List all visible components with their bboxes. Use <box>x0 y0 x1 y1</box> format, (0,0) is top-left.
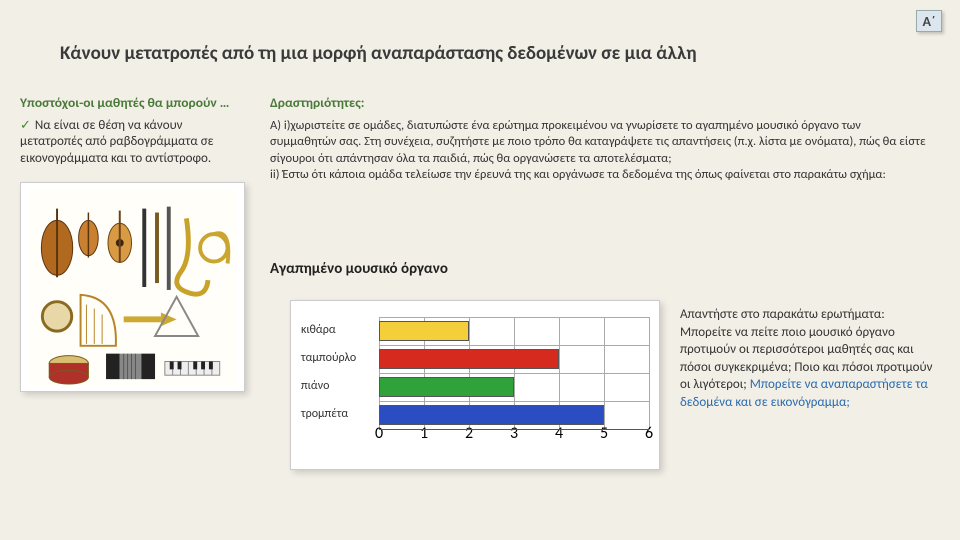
bar <box>379 349 559 369</box>
x-tick: 2 <box>465 424 473 443</box>
x-tick: 4 <box>555 424 563 443</box>
bar <box>379 377 514 397</box>
activities-heading: Δραστηριότητες: <box>270 94 364 111</box>
bar <box>379 405 604 425</box>
objectives-heading: Υποστόχοι-οι μαθητές θα μπορούν … <box>20 94 229 111</box>
activities-text: Α) i)χωριστείτε σε ομάδες, διατυπώστε έν… <box>270 118 930 183</box>
x-tick: 5 <box>600 424 608 443</box>
questions-text: Απαντήστε στο παρακάτω ερωτήματα: Μπορεί… <box>680 306 935 411</box>
x-tick: 0 <box>375 424 383 443</box>
grid-hline <box>379 317 649 318</box>
activity-text-b: ii) Έστω ότι κάποια ομάδα τελείωσε την έ… <box>270 167 886 182</box>
bar-label: πιάνο <box>301 379 373 393</box>
bar-label: ταμπούρλο <box>301 351 373 365</box>
grid-vline <box>649 317 650 429</box>
chart-title: Αγαπημένο μουσικό όργανο <box>270 260 448 278</box>
page-title: Κάνουν μετατροπές από τη μια μορφή αναπα… <box>60 42 697 65</box>
activity-text-a: Α) i)χωριστείτε σε ομάδες, διατυπώστε έν… <box>270 118 926 166</box>
x-tick: 6 <box>645 424 653 443</box>
bar-label: κιθάρα <box>301 323 373 337</box>
check-icon: ✓ <box>20 118 31 133</box>
bar <box>379 321 469 341</box>
bar-chart: 0 1 2 3 4 5 6 κιθάρα ταμπούρλο πιάνο τρομπέτα <box>290 300 660 470</box>
grid-hline <box>379 345 649 346</box>
x-tick: 1 <box>420 424 428 443</box>
grid-hline <box>379 373 649 374</box>
x-tick: 3 <box>510 424 518 443</box>
bar-label: τρομπέτα <box>301 407 373 421</box>
objective-item: ✓Να είναι σε θέση να κάνουν μετατροπές α… <box>20 118 245 167</box>
objective-text: Να είναι σε θέση να κάνουν μετατροπές απ… <box>20 118 214 166</box>
level-badge: Α΄ <box>916 10 942 32</box>
x-axis-line <box>379 429 649 430</box>
grid-hline <box>379 401 649 402</box>
instruments-image <box>20 182 245 392</box>
